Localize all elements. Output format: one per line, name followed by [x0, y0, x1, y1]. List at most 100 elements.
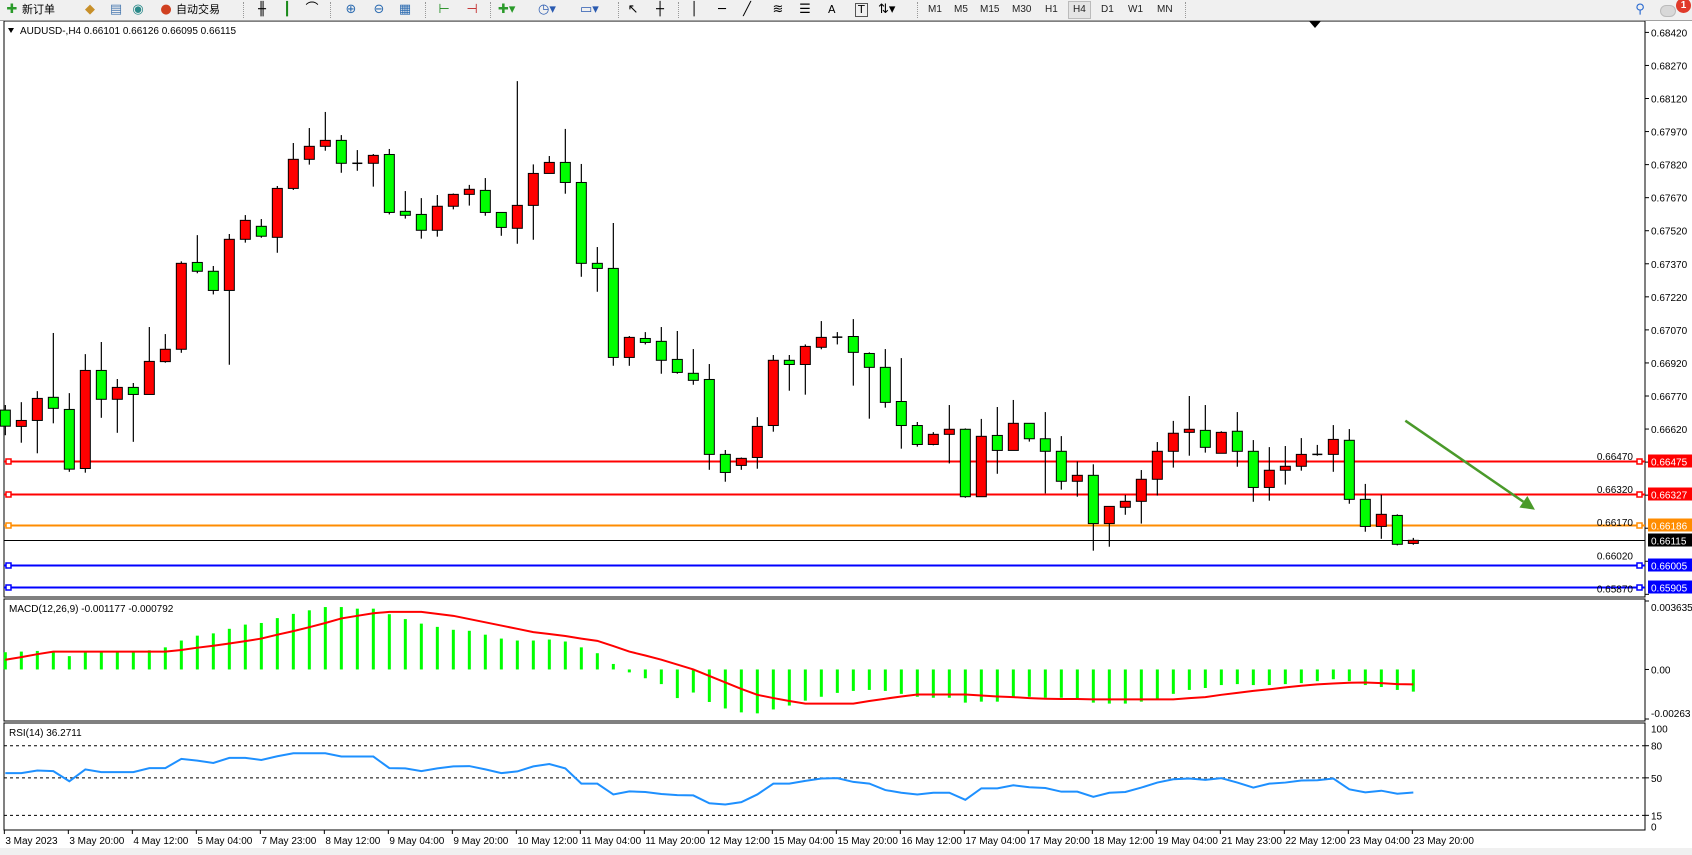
- time-tick-label: 21 May 23:00: [1221, 836, 1282, 847]
- candle-down: [63, 408, 75, 470]
- candlestick-icon[interactable]: ┃: [283, 2, 291, 17]
- templates-icon[interactable]: ▭▾: [580, 2, 599, 17]
- macd-histogram-bar: [643, 669, 647, 679]
- periods-icon[interactable]: ◷▾: [538, 2, 556, 17]
- macd-histogram-bar: [1171, 669, 1175, 694]
- horizontal-line-handle-left: [5, 562, 12, 569]
- cursor-icon[interactable]: ↖: [627, 2, 639, 17]
- chart-shift-marker-icon[interactable]: [1309, 21, 1321, 28]
- macd-histogram-bar: [899, 669, 903, 694]
- arrows-icon[interactable]: ⇅▾: [878, 2, 896, 17]
- candle-down: [879, 366, 891, 403]
- macd-histogram-bar: [995, 669, 999, 702]
- horizontal-line-handle-right: [1636, 584, 1643, 591]
- macd-histogram-bar: [803, 669, 807, 701]
- price-panel[interactable]: [0, 81, 1645, 591]
- new-order-button[interactable]: ✚ 新订单: [4, 2, 55, 18]
- tile-windows-icon[interactable]: ▦: [398, 2, 412, 17]
- timeframe-m1[interactable]: M1: [928, 4, 942, 15]
- notification-icon[interactable]: [1660, 5, 1676, 17]
- zoom-out-icon[interactable]: ⊖: [373, 2, 385, 17]
- chart-shift-icon[interactable]: ⊢: [438, 2, 450, 17]
- candle-up: [1167, 432, 1179, 452]
- horizontal-line-handle-left: [5, 522, 12, 529]
- candle-up: [1071, 474, 1083, 482]
- search-icon[interactable]: ⚲: [1635, 2, 1645, 17]
- macd-histogram-bar: [1395, 669, 1399, 690]
- crosshair-icon[interactable]: ┼: [656, 2, 664, 17]
- trendline-icon[interactable]: ╱: [743, 2, 751, 17]
- rsi-panel[interactable]: [4, 745, 1645, 816]
- timeframe-m5[interactable]: M5: [954, 4, 968, 15]
- timeframe-mn[interactable]: MN: [1157, 4, 1173, 15]
- timeframe-m15[interactable]: M15: [980, 4, 1000, 15]
- header-collapse-icon[interactable]: [8, 28, 14, 33]
- macd-histogram-bar: [723, 669, 727, 709]
- add-indicator-icon[interactable]: ✚▾: [498, 2, 516, 17]
- horizontal-line-handle-left: [5, 458, 12, 465]
- timeframe-h4[interactable]: H4: [1068, 1, 1091, 19]
- macd-histogram-bar: [931, 669, 935, 698]
- candle-up: [975, 435, 987, 498]
- zoom-in-icon[interactable]: ⊕: [345, 2, 357, 17]
- candle-down: [1343, 439, 1355, 500]
- candle-up: [143, 360, 155, 395]
- macd-histogram-bar: [307, 610, 311, 670]
- macd-histogram-bar: [1155, 669, 1159, 699]
- autoscroll-icon[interactable]: ⊣: [466, 2, 478, 17]
- market-watch-icon[interactable]: ◆: [85, 2, 95, 17]
- text-icon[interactable]: A: [828, 3, 836, 16]
- candle-down: [655, 340, 667, 361]
- macd-histogram-bar: [67, 656, 71, 670]
- fibonacci-retracement-icon[interactable]: ☰: [799, 2, 811, 17]
- macd-histogram-bar: [691, 669, 695, 693]
- candle-up: [31, 397, 43, 421]
- timeframe-d1[interactable]: D1: [1101, 4, 1114, 15]
- candle-down: [719, 453, 731, 473]
- candle-up: [431, 205, 443, 231]
- macd-histogram-bar: [467, 630, 471, 670]
- auto-trading-button[interactable]: ● 自动交易: [158, 2, 220, 18]
- candle-up: [319, 139, 331, 147]
- candle-down: [47, 396, 59, 409]
- macd-histogram-bar: [1027, 669, 1031, 697]
- macd-histogram-bar: [1123, 669, 1127, 704]
- time-tick-label: 12 May 12:00: [709, 836, 770, 847]
- candle-down: [607, 267, 619, 358]
- macd-histogram-bar: [819, 669, 823, 697]
- horizontal-line-handle-right: [1636, 522, 1643, 529]
- candle-down: [687, 372, 699, 381]
- candle-up: [271, 187, 283, 238]
- bar-chart-icon[interactable]: ╫: [258, 2, 266, 17]
- time-tick-label: 18 May 12:00: [1093, 836, 1154, 847]
- timeframe-m30[interactable]: M30: [1012, 4, 1032, 15]
- time-tick-label: 3 May 2023: [5, 836, 58, 847]
- line-chart-icon[interactable]: ⌒: [305, 2, 319, 17]
- candle-down: [479, 189, 491, 213]
- candle-down: [847, 335, 859, 353]
- timeframe-w1[interactable]: W1: [1128, 4, 1143, 15]
- macd-histogram-bar: [371, 608, 375, 670]
- time-tick-label: 3 May 20:00: [69, 836, 124, 847]
- bid-line-price-tag-label: 0.66115: [1651, 537, 1687, 548]
- candle-down: [0, 409, 11, 427]
- text-label-icon[interactable]: T: [855, 3, 868, 17]
- macd-histogram-bar: [259, 622, 263, 670]
- vertical-line-icon[interactable]: │: [690, 2, 698, 17]
- signals-icon[interactable]: ◉: [132, 2, 144, 17]
- candle-down: [575, 181, 587, 264]
- macd-histogram-bar: [675, 669, 679, 699]
- candle-down: [703, 378, 715, 455]
- candle-up: [543, 161, 555, 174]
- terminal-icon[interactable]: ▤: [109, 2, 123, 17]
- price-tick-label: 0.67070: [1651, 326, 1688, 337]
- macd-histogram-bar: [627, 669, 631, 673]
- timeframe-h1[interactable]: H1: [1045, 4, 1058, 15]
- macd-tick-label: 0.003635: [1651, 603, 1692, 614]
- macd-panel[interactable]: [3, 607, 1415, 714]
- fibonacci-fan-icon[interactable]: ≋: [772, 2, 784, 17]
- rsi-panel-frame: [3, 722, 1646, 831]
- separator: [618, 2, 620, 18]
- horizontal-line-icon[interactable]: ─: [718, 2, 726, 17]
